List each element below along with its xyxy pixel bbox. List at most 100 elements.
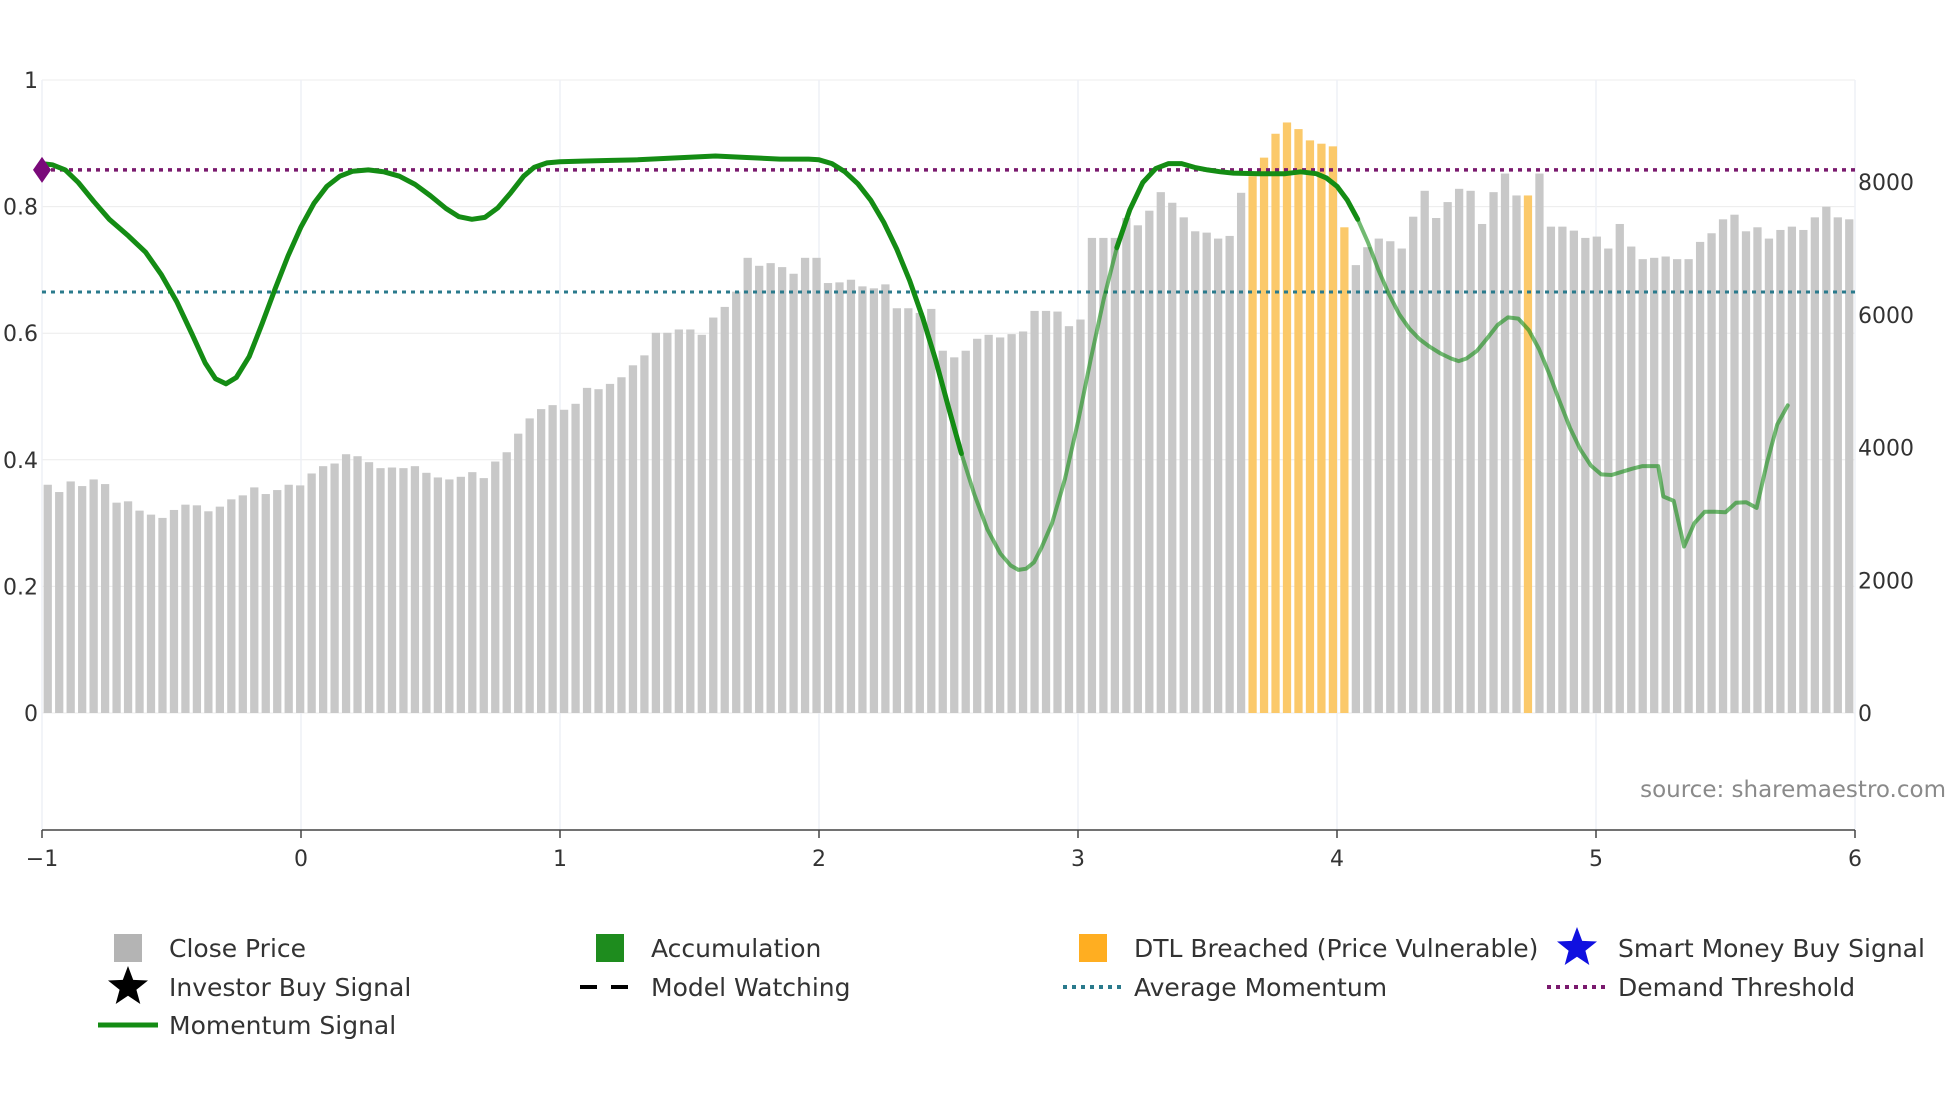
- close-price-bar: [1041, 310, 1051, 713]
- close-price-bar: [181, 504, 190, 713]
- close-price-bar: [66, 481, 75, 713]
- close-price-bar: [1386, 241, 1395, 714]
- close-price-bar: [1156, 192, 1165, 713]
- x-tick-label: 6: [1848, 847, 1862, 872]
- close-price-bar: [502, 452, 511, 713]
- close-price-bar: [973, 338, 982, 713]
- close-price-bar: [1432, 218, 1441, 713]
- legend: Close Price Accumulation DTL Breached (Pri…: [98, 927, 1925, 1040]
- close-price-bar: [823, 283, 833, 713]
- dtl-breached-bar: [1294, 129, 1303, 714]
- close-price-bar: [617, 377, 626, 713]
- close-price-bar: [892, 308, 901, 713]
- close-price-bar: [1650, 257, 1659, 713]
- close-price-bar: [1351, 265, 1360, 713]
- close-price-bar: [720, 306, 729, 713]
- close-price-bar: [319, 466, 328, 713]
- close-price-bar: [1684, 259, 1693, 713]
- close-price-bar: [445, 479, 454, 713]
- close-price-bar: [1454, 188, 1464, 713]
- close-price-bar: [1087, 237, 1097, 714]
- close-price-bar: [732, 291, 741, 713]
- close-price-bar: [1615, 223, 1624, 714]
- close-price-bar: [1833, 217, 1842, 713]
- close-price-bar: [330, 463, 339, 713]
- close-price-bar: [479, 478, 488, 713]
- legend-star-icon: [1557, 927, 1597, 965]
- dtl-breached-bar: [1523, 195, 1533, 713]
- close-price-bar: [571, 403, 580, 713]
- legend-star-icon: [108, 966, 148, 1004]
- close-price-bar: [846, 279, 856, 713]
- close-price-bar: [686, 329, 695, 713]
- close-price-bar: [1374, 238, 1383, 713]
- smart-money-marker: [33, 156, 51, 183]
- close-price-bar: [1512, 195, 1521, 713]
- legend-item: Demand Threshold: [1547, 973, 1855, 1002]
- legend-item: Close Price: [114, 934, 306, 963]
- close-price-bar: [1466, 190, 1475, 713]
- y-right-tick-label: 2000: [1858, 569, 1914, 594]
- close-price-bar: [307, 473, 316, 713]
- momentum-line-segment-faded: [946, 207, 1132, 572]
- legend-label: DTL Breached (Price Vulnerable): [1134, 934, 1538, 963]
- dtl-breached-bar: [1259, 157, 1269, 713]
- close-price-bar: [422, 472, 431, 713]
- close-price-bar: [1168, 202, 1177, 713]
- close-price-bar: [112, 502, 121, 713]
- close-price-bar: [227, 499, 236, 713]
- close-price-bar: [869, 288, 879, 713]
- close-price-bar: [1546, 226, 1556, 713]
- close-price-bar: [1420, 190, 1429, 713]
- close-price-bar: [1030, 310, 1039, 713]
- close-price-bar: [674, 329, 683, 713]
- close-price-bar: [1581, 237, 1590, 714]
- close-price-bar: [204, 511, 213, 713]
- signal-markers: [33, 156, 51, 183]
- legend-item: Momentum Signal: [98, 1011, 396, 1040]
- legend-label: Demand Threshold: [1618, 973, 1855, 1002]
- close-price-bar: [1741, 231, 1751, 713]
- legend-label: Momentum Signal: [169, 1011, 396, 1040]
- close-price-bar: [1397, 248, 1406, 713]
- legend-square-icon: [596, 934, 624, 962]
- x-tick-label: 5: [1589, 847, 1603, 872]
- close-price-bar: [1822, 206, 1831, 714]
- momentum-signal: [39, 153, 1790, 572]
- close-price-bar: [559, 409, 569, 713]
- y-left-tick-label: 0.8: [3, 196, 38, 221]
- close-price-bar: [709, 317, 718, 713]
- close-price-bar: [456, 476, 465, 713]
- close-price-bar: [1179, 217, 1188, 713]
- close-price-bar: [1604, 248, 1613, 713]
- close-price-bar: [43, 484, 52, 713]
- close-price-bar: [250, 487, 259, 713]
- close-price-bar: [89, 479, 98, 713]
- close-price-bar: [1133, 225, 1142, 713]
- close-price-bar: [938, 350, 947, 713]
- close-price-bar: [55, 492, 64, 713]
- dtl-breached-bar: [1305, 140, 1315, 713]
- close-price-bar: [1202, 232, 1211, 714]
- close-price-bar: [1122, 218, 1131, 713]
- y-right-tick-label: 8000: [1858, 171, 1914, 196]
- close-price-bar: [1489, 192, 1498, 713]
- close-price-bar: [1500, 173, 1510, 713]
- close-price-bar: [1535, 173, 1544, 713]
- y-left-tick-label: 0.6: [3, 322, 38, 347]
- legend-label: Average Momentum: [1134, 973, 1387, 1002]
- close-price-bar: [628, 365, 638, 713]
- dtl-breached-bar: [1271, 133, 1280, 713]
- close-price-bar: [284, 484, 293, 713]
- close-price-bar: [789, 273, 798, 713]
- x-tick-label: 4: [1330, 847, 1344, 872]
- close-price-bar: [1110, 237, 1120, 714]
- close-price-bar: [915, 312, 924, 713]
- close-price-bar: [1145, 210, 1154, 713]
- close-price-bar: [1076, 319, 1085, 713]
- close-price-bar: [296, 485, 305, 713]
- close-price-bar: [410, 466, 420, 713]
- close-price-bar: [984, 334, 993, 713]
- close-price-bar: [663, 332, 672, 713]
